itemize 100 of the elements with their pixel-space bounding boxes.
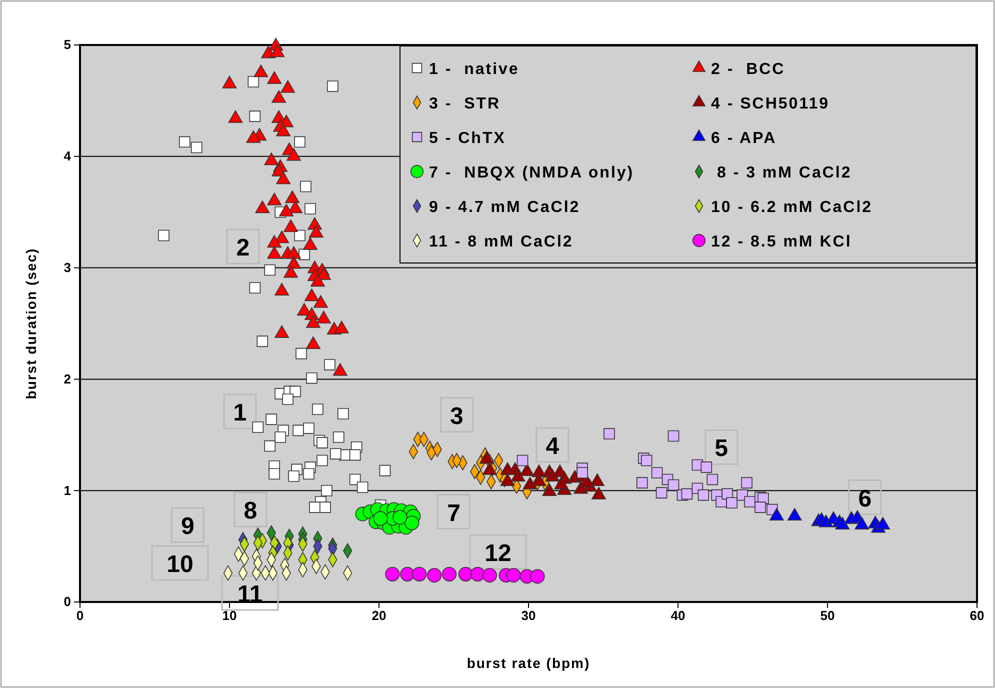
- point: [264, 264, 276, 276]
- annotation: 7: [447, 500, 460, 527]
- point: [158, 230, 170, 242]
- point: [267, 71, 282, 84]
- point: [385, 566, 400, 582]
- annotation: 5: [714, 435, 728, 462]
- point: [516, 454, 528, 466]
- point: [314, 295, 328, 308]
- point: [246, 130, 261, 143]
- point: [285, 190, 300, 204]
- point: [280, 80, 295, 93]
- x-tick-label: 30: [521, 608, 536, 624]
- point: [284, 265, 298, 278]
- annotation: 3: [450, 402, 464, 430]
- point: [267, 246, 282, 259]
- point: [274, 325, 290, 338]
- point: [276, 172, 291, 184]
- x-tick-label: 60: [970, 608, 984, 624]
- point: [668, 479, 680, 491]
- point: [312, 404, 324, 415]
- y-axis-title: burst duration (sec): [23, 248, 39, 400]
- point: [324, 359, 336, 370]
- point: [681, 488, 693, 500]
- point: [741, 477, 752, 488]
- point: [698, 489, 710, 501]
- point: [530, 569, 545, 584]
- point: [264, 440, 276, 452]
- point: [392, 510, 408, 525]
- point: [282, 394, 294, 405]
- point: [482, 568, 497, 583]
- point: [276, 124, 291, 136]
- legend-label: 9 - 4.7 mM CaCl2: [429, 199, 580, 216]
- point: [288, 470, 300, 482]
- annotation: 9: [180, 513, 194, 540]
- y-tick-label: 5: [64, 37, 71, 52]
- legend-label: 10 - 6.2 mM CaCl2: [711, 199, 873, 216]
- point: [255, 200, 270, 214]
- point: [576, 467, 588, 478]
- point: [640, 454, 652, 466]
- point: [270, 44, 285, 58]
- point: [304, 288, 319, 302]
- point: [303, 237, 318, 250]
- point: [373, 511, 388, 526]
- point: [306, 372, 318, 384]
- point: [400, 566, 415, 582]
- point: [744, 496, 756, 508]
- point: [279, 204, 294, 216]
- annotation: 8: [244, 498, 258, 525]
- annotation: 4: [546, 432, 560, 460]
- point: [286, 246, 301, 259]
- point: [316, 310, 331, 324]
- point: [222, 76, 237, 88]
- point: [228, 110, 243, 123]
- point: [332, 363, 348, 376]
- point: [651, 467, 663, 478]
- point: [303, 422, 314, 434]
- point: [442, 566, 457, 582]
- point: [470, 566, 485, 582]
- point: [309, 502, 320, 513]
- point: [700, 462, 712, 473]
- point: [334, 320, 349, 334]
- point: [332, 431, 344, 443]
- point: [668, 430, 680, 442]
- legend-label: 11 - 8 mM CaCl2: [429, 234, 574, 250]
- legend-label: 5 - ChTX: [429, 130, 506, 147]
- point: [309, 225, 324, 238]
- x-tick-label: 0: [76, 608, 84, 624]
- point: [604, 428, 615, 440]
- point: [458, 566, 474, 582]
- annotation: 6: [858, 485, 872, 512]
- point: [274, 431, 286, 443]
- point: [321, 484, 332, 496]
- x-tick-label: 20: [372, 608, 386, 624]
- point: [656, 487, 668, 498]
- y-tick-label: 1: [64, 482, 71, 498]
- legend-label: 3 - STR: [429, 96, 501, 112]
- legend-label: 4 - SCH50119: [711, 96, 830, 112]
- x-tick-label: 50: [820, 608, 835, 624]
- point: [267, 235, 282, 248]
- point: [296, 348, 307, 360]
- point: [274, 282, 290, 296]
- point: [306, 315, 320, 328]
- point: [254, 64, 268, 78]
- point: [286, 148, 301, 161]
- point: [303, 468, 314, 480]
- point: [256, 336, 268, 347]
- point: [349, 449, 361, 461]
- point: [706, 474, 718, 486]
- point: [310, 274, 325, 287]
- annotation: 10: [166, 551, 194, 578]
- point: [754, 502, 766, 513]
- y-tick-label: 3: [64, 260, 71, 275]
- point: [316, 454, 328, 466]
- point: [726, 497, 738, 508]
- point: [427, 568, 442, 583]
- point: [320, 502, 331, 513]
- point: [252, 421, 264, 433]
- point: [268, 468, 280, 480]
- y-tick-label: 2: [64, 371, 71, 386]
- point: [272, 90, 286, 103]
